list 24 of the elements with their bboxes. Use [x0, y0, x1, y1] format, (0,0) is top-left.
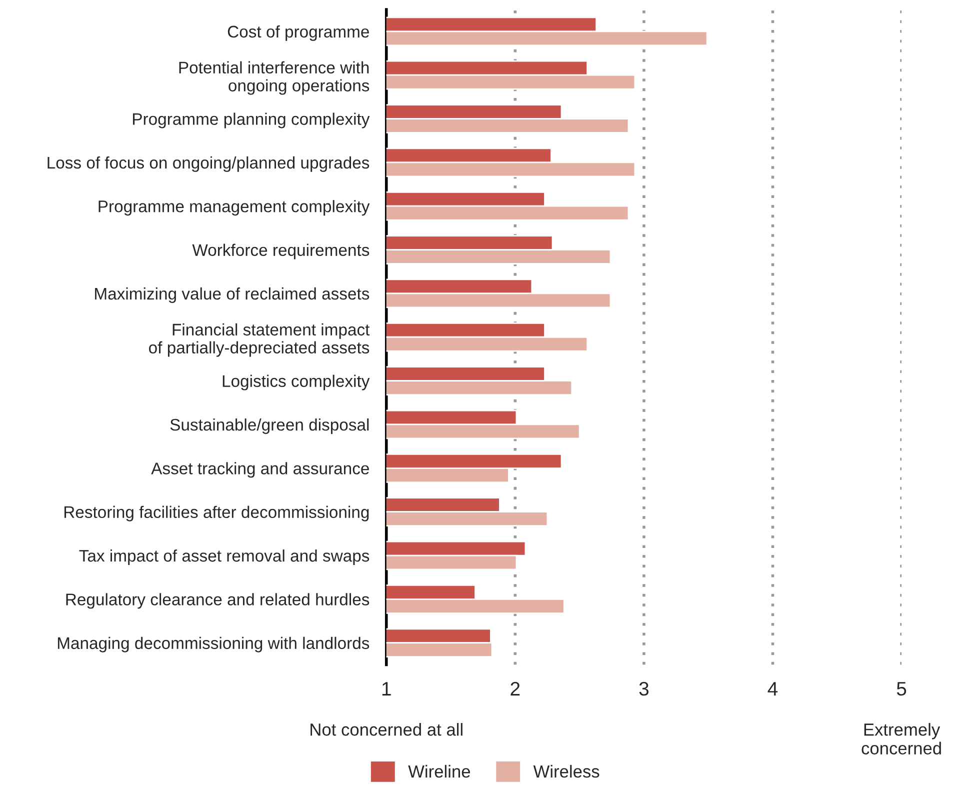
- y-tick-label: Regulatory clearance and related hurdles: [66, 593, 370, 609]
- x-tick-label: 2: [510, 682, 520, 696]
- y-tick-label: Programme management complexity: [98, 200, 370, 216]
- y-tick-label: Potential interference with ongoing operations: [179, 61, 370, 95]
- x-tick-label: 4: [768, 682, 778, 696]
- text: Not concerned at all: [310, 723, 462, 736]
- y-tick-label: Sustainable/green disposal: [170, 418, 369, 434]
- y-tick-label: Financial statement impact of partially-depreciated assets: [149, 323, 370, 357]
- x-tick-label: 1: [382, 682, 391, 696]
- x-tick-label: 3: [639, 682, 649, 696]
- y-tick-label: Maximizing value of reclaimed assets: [95, 287, 370, 303]
- y-tick-label: Tax impact of asset removal and swaps: [79, 549, 370, 566]
- y-tick-label: Workforce requirements: [192, 244, 370, 260]
- y-tick-label: Logistics complexity: [222, 374, 370, 390]
- y-tick-label: Programme planning complexity: [133, 112, 370, 128]
- y-tick-label: Managing decommissioning with landlords: [58, 636, 370, 652]
- y-tick-label: Restoring facilities after decommissioning: [64, 506, 369, 522]
- y-tick-label: Asset tracking and assurance: [151, 462, 369, 478]
- legend-label: Wireline: [408, 764, 470, 778]
- y-tick-label: Loss of focus on ongoing/planned upgrades: [48, 156, 370, 172]
- x-tick-label: 5: [896, 682, 906, 696]
- text: Extremely concerned: [862, 723, 941, 754]
- legend-label: Wireless: [533, 764, 600, 778]
- y-tick-label: Cost of programme: [228, 25, 369, 41]
